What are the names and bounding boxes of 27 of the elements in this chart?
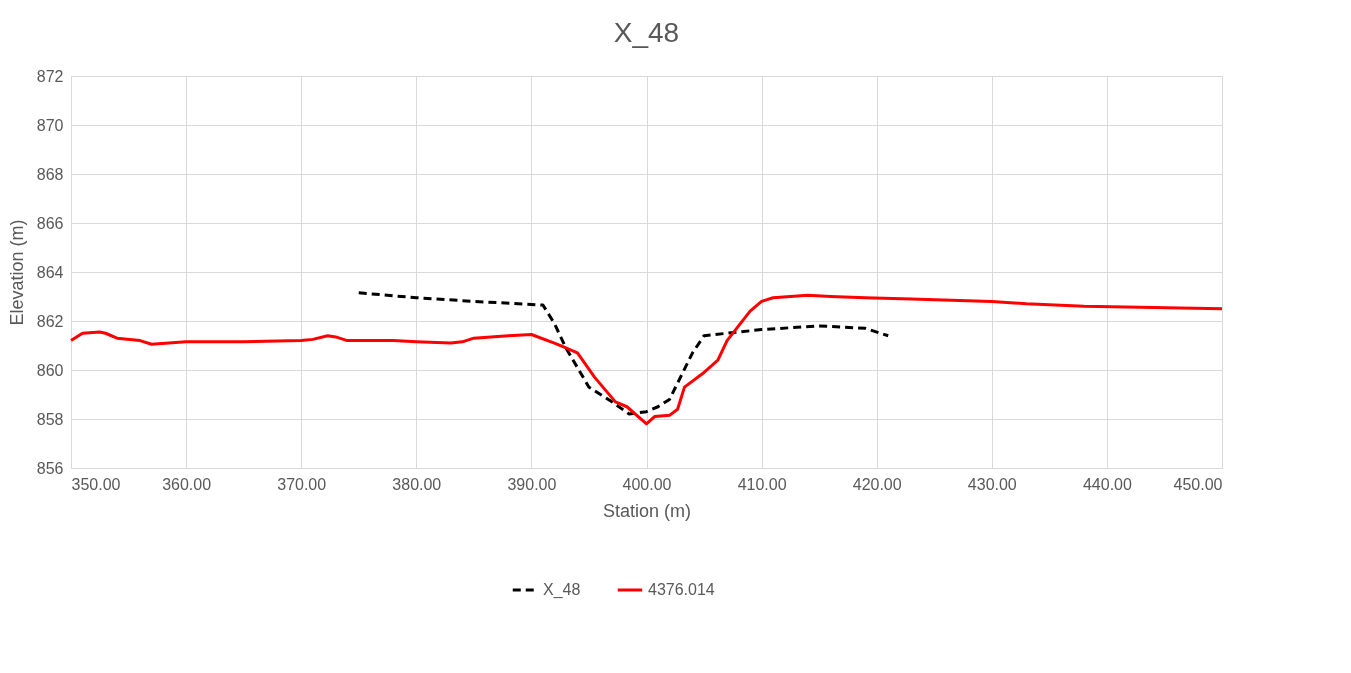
x-tick-label: 360.00 (162, 475, 212, 493)
y-tick-label: 856 (36, 459, 64, 477)
x-tick-label: 350.00 (71, 475, 121, 493)
y-tick-label: 860 (36, 361, 64, 379)
y-tick-label: 872 (36, 67, 64, 85)
x-tick-label: 450.00 (1173, 475, 1223, 493)
x-axis-title: Station (m) (602, 500, 692, 521)
line-series (357, 291, 890, 416)
line-series (69, 293, 1224, 426)
x-tick-label: 390.00 (507, 475, 557, 493)
chart-title: X_48 (613, 17, 680, 48)
x-tick-label: 370.00 (277, 475, 327, 493)
y-tick-label: 862 (36, 312, 64, 330)
y-tick-label: 868 (36, 165, 64, 183)
x-tick-label: 410.00 (737, 475, 787, 493)
y-tick-label: 866 (36, 214, 64, 232)
y-tick-label: 870 (36, 116, 64, 134)
legend-label: 4376.014 (648, 581, 715, 598)
x-tick-label: 420.00 (852, 475, 902, 493)
y-axis-title: Elevation (m) (6, 219, 27, 326)
x-tick-label: 400.00 (622, 475, 672, 493)
y-tick-label: 858 (36, 410, 64, 428)
x-tick-label: 430.00 (967, 475, 1017, 493)
legend-label: X_48 (543, 581, 581, 599)
x-tick-label: 440.00 (1082, 475, 1132, 493)
y-tick-label: 864 (36, 263, 64, 281)
x-tick-label: 380.00 (392, 475, 442, 493)
